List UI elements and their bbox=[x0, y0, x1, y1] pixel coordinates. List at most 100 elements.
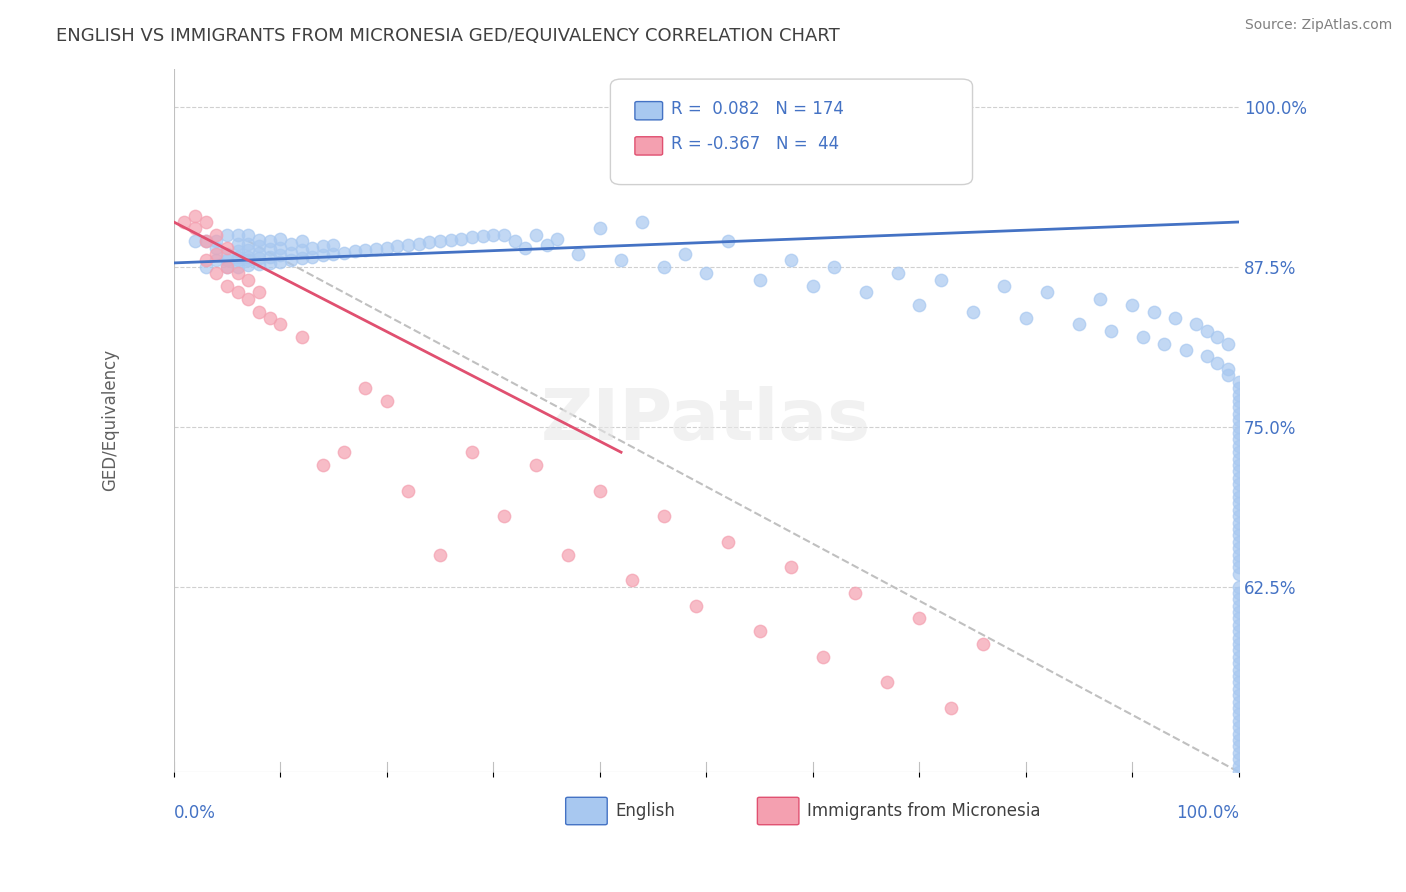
Point bbox=[1227, 522, 1250, 536]
Point bbox=[238, 250, 260, 264]
Point bbox=[1227, 560, 1250, 574]
Point bbox=[1227, 586, 1250, 600]
Point bbox=[652, 509, 675, 524]
Point bbox=[215, 279, 238, 293]
Point bbox=[215, 260, 238, 274]
Point bbox=[1227, 643, 1250, 657]
Point bbox=[269, 254, 291, 268]
Point bbox=[780, 253, 803, 268]
Point bbox=[929, 272, 952, 286]
Point bbox=[972, 637, 994, 651]
Point bbox=[695, 266, 717, 280]
Point bbox=[259, 242, 281, 256]
Point bbox=[780, 560, 803, 574]
Point bbox=[343, 244, 366, 259]
Point bbox=[408, 236, 430, 251]
Point bbox=[1227, 701, 1250, 715]
Text: English: English bbox=[616, 802, 676, 820]
Point bbox=[333, 245, 356, 260]
Point bbox=[461, 445, 484, 459]
Point bbox=[1067, 318, 1090, 332]
Point bbox=[184, 209, 207, 223]
Point bbox=[492, 509, 515, 524]
Point bbox=[1227, 746, 1250, 760]
Point bbox=[322, 247, 344, 261]
Point bbox=[247, 245, 270, 260]
Point bbox=[238, 227, 260, 242]
Point bbox=[1121, 298, 1143, 312]
Point bbox=[1142, 304, 1164, 318]
Point bbox=[375, 241, 398, 255]
Point bbox=[194, 215, 217, 229]
Point bbox=[524, 227, 547, 242]
Point bbox=[1227, 534, 1250, 549]
Point bbox=[215, 260, 238, 274]
Point bbox=[259, 310, 281, 325]
Point bbox=[440, 233, 463, 247]
Point bbox=[205, 247, 228, 261]
Point bbox=[1227, 445, 1250, 459]
Text: R =  0.082   N = 174: R = 0.082 N = 174 bbox=[671, 100, 844, 119]
Point bbox=[375, 394, 398, 409]
Point bbox=[312, 458, 335, 472]
Point bbox=[1206, 356, 1229, 370]
Point bbox=[1227, 599, 1250, 613]
Point bbox=[280, 253, 302, 268]
Point bbox=[1227, 433, 1250, 447]
Point bbox=[1164, 310, 1187, 325]
Point bbox=[173, 215, 195, 229]
Point bbox=[429, 234, 451, 248]
Point bbox=[1227, 407, 1250, 421]
Point bbox=[226, 244, 249, 259]
Point bbox=[280, 236, 302, 251]
Point bbox=[1227, 425, 1250, 440]
Point bbox=[1227, 375, 1250, 389]
Point bbox=[1227, 496, 1250, 510]
Point bbox=[354, 381, 377, 395]
Point bbox=[1227, 707, 1250, 722]
Point bbox=[194, 253, 217, 268]
Point bbox=[1153, 336, 1175, 351]
Point bbox=[205, 227, 228, 242]
Point bbox=[503, 234, 526, 248]
Point bbox=[1227, 675, 1250, 690]
Point bbox=[1227, 733, 1250, 747]
Point bbox=[194, 234, 217, 248]
Text: R = -0.367   N =  44: R = -0.367 N = 44 bbox=[671, 136, 839, 153]
Point bbox=[280, 245, 302, 260]
Point bbox=[226, 285, 249, 300]
Text: 100.0%: 100.0% bbox=[1175, 804, 1239, 822]
Point bbox=[1227, 516, 1250, 530]
Point bbox=[238, 253, 260, 268]
Point bbox=[1090, 292, 1112, 306]
Point bbox=[610, 253, 633, 268]
Point bbox=[247, 257, 270, 271]
Point bbox=[1227, 663, 1250, 677]
Point bbox=[1227, 451, 1250, 466]
FancyBboxPatch shape bbox=[636, 102, 662, 120]
Point bbox=[482, 227, 505, 242]
FancyBboxPatch shape bbox=[758, 797, 799, 825]
Point bbox=[238, 272, 260, 286]
Point bbox=[1227, 413, 1250, 427]
Point bbox=[557, 548, 579, 562]
Point bbox=[524, 458, 547, 472]
Point bbox=[450, 232, 472, 246]
Point bbox=[1227, 387, 1250, 401]
Point bbox=[259, 256, 281, 270]
Point bbox=[226, 250, 249, 264]
Point bbox=[515, 241, 537, 255]
Point bbox=[312, 239, 335, 253]
Point bbox=[813, 649, 835, 664]
Point bbox=[301, 241, 323, 255]
Point bbox=[1227, 752, 1250, 766]
Point bbox=[546, 232, 568, 246]
Point bbox=[226, 260, 249, 274]
Point bbox=[1132, 330, 1154, 344]
Point bbox=[1227, 471, 1250, 485]
Point bbox=[205, 234, 228, 248]
Point bbox=[1216, 368, 1239, 383]
Point bbox=[1227, 566, 1250, 581]
Point bbox=[1227, 439, 1250, 453]
Point bbox=[194, 260, 217, 274]
